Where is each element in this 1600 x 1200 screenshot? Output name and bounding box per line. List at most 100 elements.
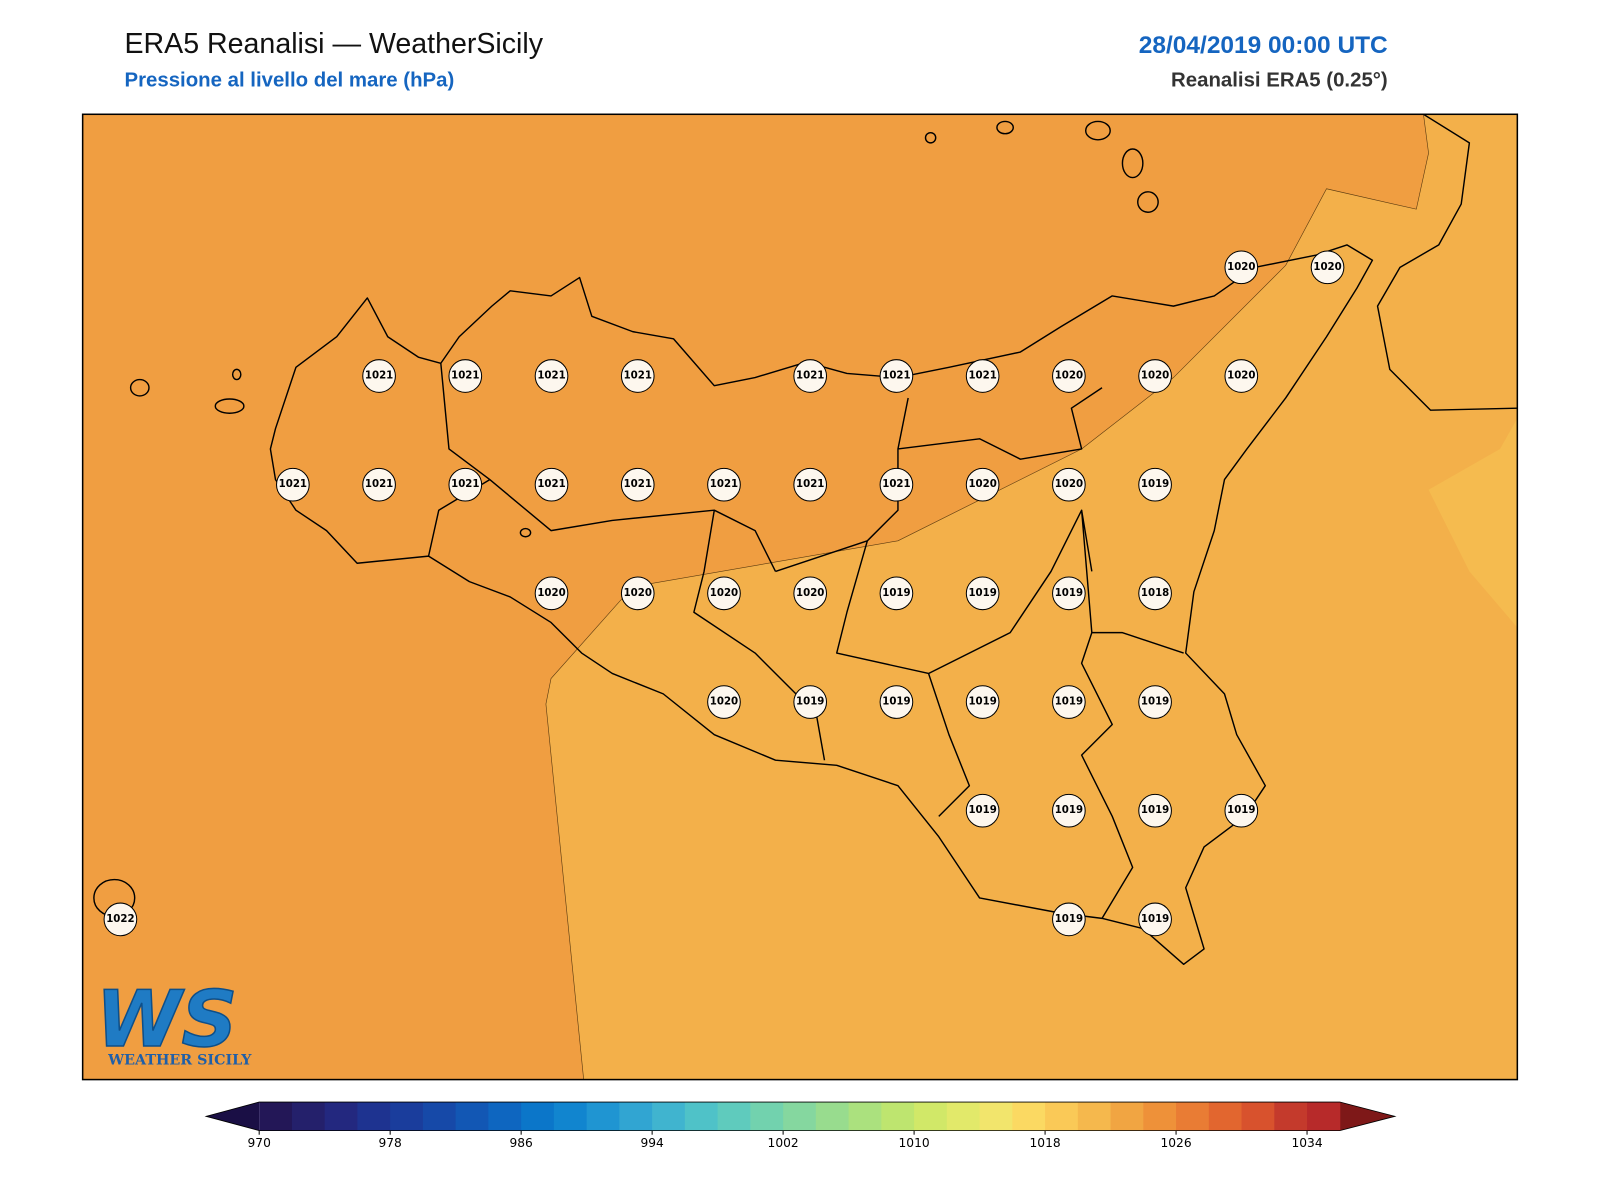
station-marker xyxy=(879,467,914,502)
colorbar-under xyxy=(206,1102,260,1131)
station-value: 1019 xyxy=(968,697,996,708)
station-marker xyxy=(448,359,483,393)
station-marker xyxy=(362,467,396,502)
station-value: 1018 xyxy=(1141,588,1169,599)
station-marker xyxy=(965,576,1000,611)
station-marker xyxy=(103,902,138,937)
station-value: 1021 xyxy=(451,371,479,382)
station-marker xyxy=(965,467,1000,502)
station-value: 1020 xyxy=(537,588,565,599)
station-marker xyxy=(707,467,741,502)
station-marker xyxy=(1138,467,1172,502)
source: Reanalisi ERA5 (0.25°) xyxy=(1171,70,1388,92)
station-value: 1019 xyxy=(882,588,910,599)
colorbar-tick-label: 1026 xyxy=(1160,1136,1191,1150)
station-value: 1020 xyxy=(1227,371,1255,382)
station-marker xyxy=(1138,359,1172,393)
calabria-coast xyxy=(1376,114,1518,411)
station-marker xyxy=(793,359,828,393)
station-marker xyxy=(1052,793,1086,828)
colorbar-band xyxy=(1045,1102,1079,1131)
station-value: 1020 xyxy=(710,588,738,599)
colorbar-band xyxy=(324,1102,358,1131)
station-value: 1019 xyxy=(968,588,996,599)
station-value: 1020 xyxy=(1055,479,1083,490)
station-marker xyxy=(1138,902,1172,937)
station-value: 1019 xyxy=(1141,479,1169,490)
station-value: 1020 xyxy=(1055,371,1083,382)
station-value: 1021 xyxy=(624,371,652,382)
colorbar-band xyxy=(619,1102,653,1131)
colorbar-band xyxy=(914,1102,948,1131)
station-marker xyxy=(879,685,914,719)
field-low xyxy=(545,114,1518,1080)
station-marker xyxy=(879,359,914,393)
logo-mark: WS xyxy=(96,975,237,1065)
station-value: 1019 xyxy=(796,697,824,708)
colorbar-band xyxy=(979,1102,1013,1131)
colorbar-band xyxy=(848,1102,882,1131)
station-marker xyxy=(1138,685,1172,719)
station-value: 1019 xyxy=(1141,914,1169,925)
colorbar-tick-label: 986 xyxy=(509,1136,533,1150)
colorbar-band xyxy=(1307,1102,1341,1131)
station-value: 1019 xyxy=(968,805,996,816)
station-value: 1021 xyxy=(451,479,479,490)
province-borders xyxy=(427,363,1184,919)
station-marker xyxy=(707,576,741,611)
colorbar-band xyxy=(1143,1102,1177,1131)
station-marker xyxy=(620,467,655,502)
colorbar-band xyxy=(1274,1102,1308,1131)
colorbar-band xyxy=(553,1102,588,1131)
station-value: 1019 xyxy=(1055,588,1083,599)
colorbar-band xyxy=(881,1102,915,1131)
station-marker xyxy=(1052,467,1086,502)
colorbar-band xyxy=(1012,1102,1046,1131)
station-value: 1021 xyxy=(796,479,824,490)
station-value: 1021 xyxy=(624,479,652,490)
station-marker xyxy=(965,685,1000,719)
colorbar-band xyxy=(1176,1102,1210,1131)
colorbar-band xyxy=(1110,1102,1144,1131)
colorbar-band xyxy=(390,1102,424,1131)
station-value: 1019 xyxy=(1055,697,1083,708)
station-marker xyxy=(448,467,483,502)
colorbar-band xyxy=(652,1102,686,1131)
colorbar-band xyxy=(717,1102,751,1131)
station-value: 1019 xyxy=(1141,697,1169,708)
station-marker xyxy=(879,576,914,611)
colorbar-over xyxy=(1339,1102,1395,1131)
station-value: 1019 xyxy=(1055,805,1083,816)
station-value: 1019 xyxy=(882,697,910,708)
colorbar-tick-label: 1018 xyxy=(1030,1136,1061,1150)
colorbar-band xyxy=(1241,1102,1275,1131)
sicily-coast xyxy=(269,244,1374,965)
station-value: 1021 xyxy=(279,479,307,490)
colorbar-band xyxy=(783,1102,817,1131)
colorbar-band xyxy=(488,1102,522,1131)
station-marker xyxy=(620,359,655,393)
map-frame xyxy=(81,113,1519,1081)
station-value: 1019 xyxy=(1141,805,1169,816)
colorbar-band xyxy=(357,1102,391,1131)
station-marker xyxy=(534,576,569,611)
station-marker xyxy=(707,685,741,719)
colorbar-outline xyxy=(204,1101,1397,1132)
station-value: 1020 xyxy=(968,479,996,490)
station-marker xyxy=(362,359,396,393)
station-value: 1021 xyxy=(365,479,393,490)
station-value: 1021 xyxy=(968,371,996,382)
station-marker xyxy=(1138,793,1172,828)
station-marker xyxy=(534,359,569,393)
field-lower xyxy=(1428,418,1518,628)
station-value: 1019 xyxy=(1227,805,1255,816)
colorbar-tick-label: 978 xyxy=(378,1136,401,1150)
colorbar-tick-label: 1034 xyxy=(1291,1136,1322,1150)
colorbar-tick-label: 1002 xyxy=(768,1136,799,1150)
station-marker xyxy=(965,359,1000,393)
station-marker xyxy=(1224,793,1259,828)
colorbar-band xyxy=(946,1102,981,1131)
map-area: WS WEATHER SICILY xyxy=(82,114,1518,1080)
station-marker xyxy=(1052,902,1086,937)
station-marker xyxy=(793,685,828,719)
